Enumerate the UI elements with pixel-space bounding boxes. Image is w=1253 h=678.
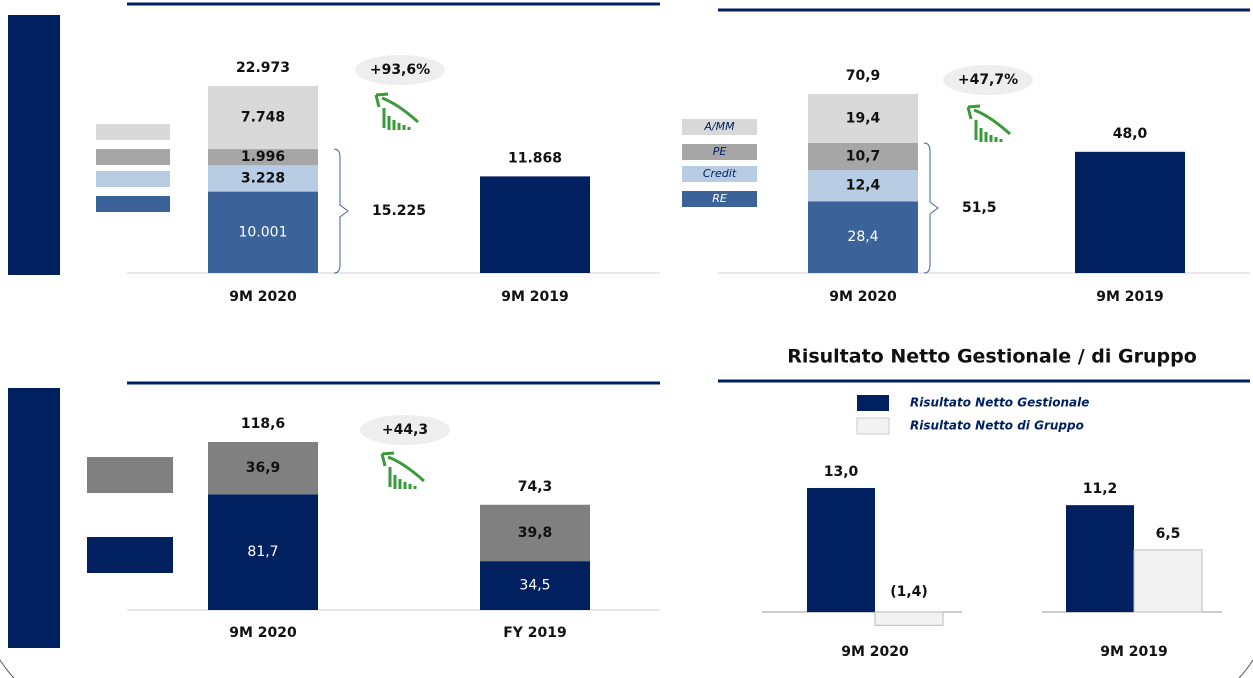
growth-icon <box>388 467 417 489</box>
legend-swatch <box>856 417 890 435</box>
legend-swatch <box>96 196 170 212</box>
value-label: 3.228 <box>241 170 285 186</box>
legend-swatch <box>87 457 173 493</box>
legend-swatch <box>682 191 757 207</box>
brace <box>923 142 939 274</box>
category-label: 9M 2020 <box>229 289 297 305</box>
growth-arrow <box>973 108 1012 136</box>
value-label: 19,4 <box>846 110 881 126</box>
value-label: 13,0 <box>824 464 859 480</box>
value-label: 34,5 <box>519 578 550 594</box>
bar <box>807 487 875 612</box>
value-label: 10,7 <box>846 148 881 164</box>
value-label: 7.748 <box>241 110 285 126</box>
value-label: 48,0 <box>1113 126 1148 142</box>
value-label: 6,5 <box>1156 526 1181 542</box>
growth-icon <box>974 120 1003 142</box>
growth-arrow-head <box>966 104 981 120</box>
frame-corner <box>0 659 1253 678</box>
side-block <box>8 15 60 275</box>
value-label: 39,8 <box>518 525 553 541</box>
legend-label: RE <box>712 192 727 205</box>
bar-segment <box>808 169 918 202</box>
value-label: 28,4 <box>847 229 878 245</box>
legend-swatch <box>682 119 757 135</box>
value-label: 11.868 <box>508 150 562 166</box>
value-label: (1,4) <box>890 584 928 600</box>
category-label: FY 2019 <box>503 625 567 641</box>
legend-label: A/MM <box>703 120 735 133</box>
bar-segment <box>1075 151 1185 273</box>
total-label: 118,6 <box>241 416 285 432</box>
legend-swatch <box>682 144 757 160</box>
legend-swatch <box>682 166 757 182</box>
legend-label: Risultato Netto di Gruppo <box>910 419 1084 433</box>
bar-segment <box>208 165 318 192</box>
bar-segment <box>808 94 918 143</box>
total-label: 70,9 <box>846 68 881 84</box>
total-label: 22.973 <box>236 60 290 76</box>
category-label: 9M 2019 <box>1100 644 1168 660</box>
legend-label: Credit <box>703 167 737 180</box>
side-block <box>8 388 60 648</box>
value-label: 1.996 <box>241 149 285 165</box>
category-label: 9M 2020 <box>229 625 297 641</box>
growth-arrow-head <box>374 92 389 108</box>
badge-label: +47,7% <box>958 72 1018 88</box>
category-label: 9M 2020 <box>841 644 909 660</box>
category-label: 9M 2020 <box>829 289 897 305</box>
growth-arrow-head <box>380 451 395 467</box>
value-label: 81,7 <box>247 544 278 560</box>
legend-swatch <box>87 537 173 573</box>
bar <box>874 611 944 626</box>
bar-segment <box>208 442 318 495</box>
bar <box>1133 549 1203 613</box>
value-label: 10.001 <box>239 224 288 240</box>
bar-segment <box>208 149 318 166</box>
legend-label: Risultato Netto Gestionale <box>910 396 1089 410</box>
bar-segment <box>808 201 918 273</box>
badge <box>360 415 450 445</box>
badge <box>943 65 1033 95</box>
bar-segment <box>208 494 318 610</box>
badge-label: +93,6% <box>370 62 430 78</box>
bar-segment <box>208 86 318 150</box>
value-label: 11,2 <box>1083 481 1118 497</box>
bar-segment <box>480 176 590 273</box>
legend-swatch <box>857 395 889 411</box>
legend-swatch <box>96 124 170 140</box>
growth-arrow <box>387 455 426 483</box>
badge-label: +44,3 <box>382 422 428 438</box>
value-label: 36,9 <box>246 460 281 476</box>
legend-swatch <box>96 149 170 165</box>
bar-segment <box>808 142 918 170</box>
brace-label: 51,5 <box>962 200 997 216</box>
bar-segment <box>480 561 590 610</box>
bar-segment <box>480 504 590 562</box>
legend-swatch <box>96 171 170 187</box>
value-label: 12,4 <box>846 178 881 194</box>
brace-label: 15.225 <box>372 203 426 219</box>
legend-label: PE <box>713 145 727 158</box>
growth-arrow <box>381 96 420 124</box>
category-label: 9M 2019 <box>501 289 569 305</box>
badge <box>355 55 445 85</box>
growth-icon <box>382 108 411 130</box>
category-label: 9M 2019 <box>1096 289 1164 305</box>
bar <box>1066 505 1134 612</box>
total-label: 74,3 <box>518 479 553 495</box>
bar-segment <box>208 191 318 273</box>
chart-title: Risultato Netto Gestionale / di Gruppo <box>787 346 1197 368</box>
brace <box>333 148 349 274</box>
